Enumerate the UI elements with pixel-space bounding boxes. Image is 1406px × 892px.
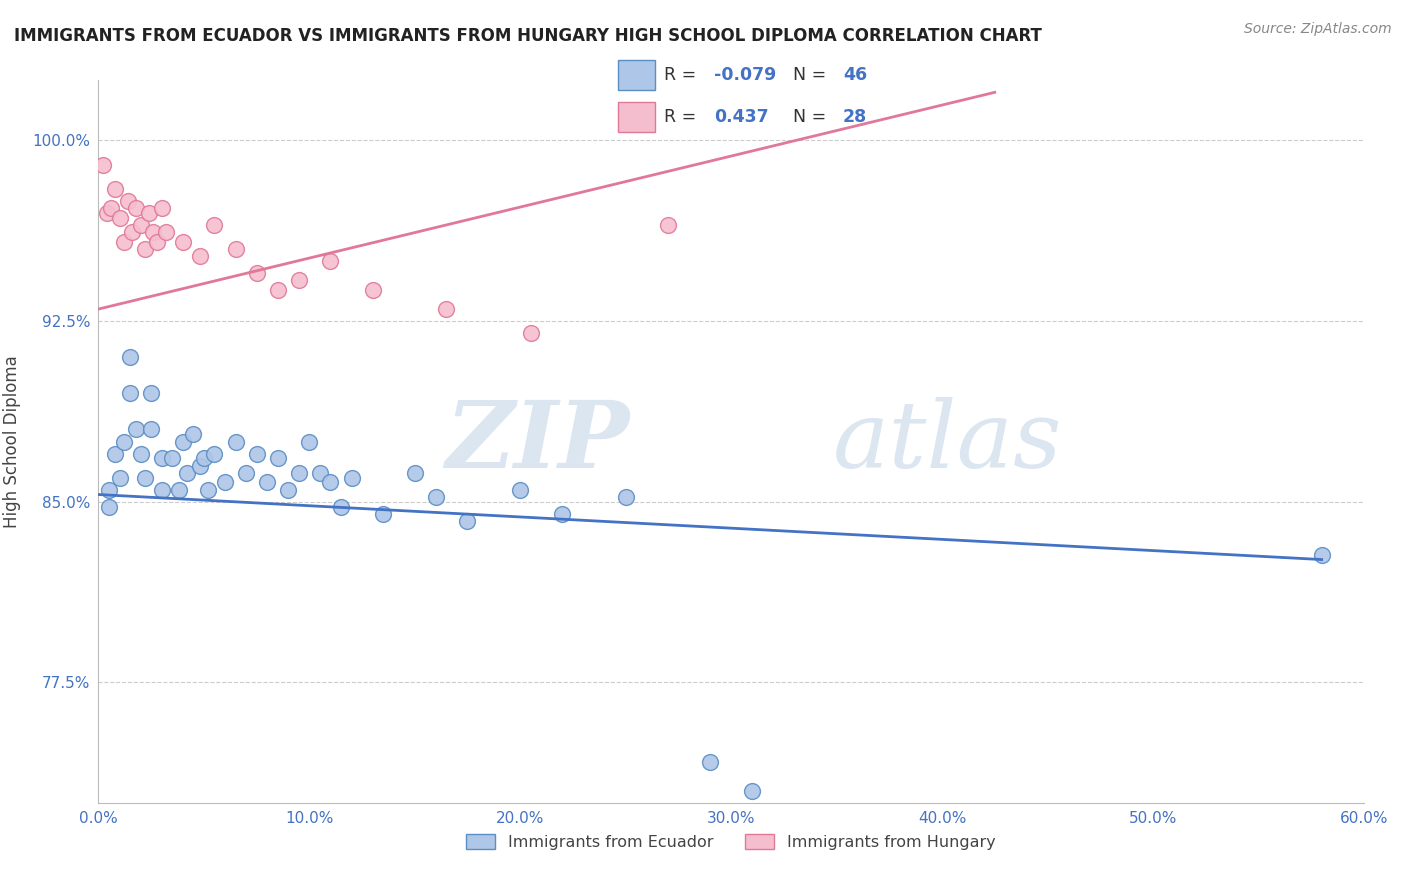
Point [104,181,127,195]
Point [319,475,342,490]
Point [120,386,141,401]
Point [125,201,148,215]
Point [298,434,321,449]
Text: N =: N = [793,108,832,126]
Point [108,211,131,225]
Y-axis label: High School Diploma: High School Diploma [3,355,21,528]
Point [225,242,247,256]
Text: Source: ZipAtlas.com: Source: ZipAtlas.com [1244,22,1392,37]
Point [287,466,309,480]
Point [112,434,135,449]
Point [657,218,679,232]
Point [120,350,141,364]
Legend: Immigrants from Ecuador, Immigrants from Hungary: Immigrants from Ecuador, Immigrants from… [460,828,1002,856]
Point [108,470,131,484]
Point [183,427,205,442]
Point [741,784,763,798]
Point [225,434,247,449]
Point [197,483,219,497]
Point [98,483,121,497]
Text: R =: R = [665,66,702,84]
Point [141,423,163,437]
Point [340,470,363,484]
Point [134,242,156,256]
Text: 0.437: 0.437 [714,108,769,126]
Point [520,326,543,340]
Point [1310,548,1333,562]
Point [193,451,215,466]
Point [117,194,139,208]
Point [436,301,458,316]
FancyBboxPatch shape [619,103,655,132]
Point [162,451,183,466]
Point [146,235,169,249]
Point [121,225,143,239]
Point [150,201,173,215]
Text: R =: R = [665,108,702,126]
Text: -0.079: -0.079 [714,66,776,84]
Point [100,201,122,215]
FancyBboxPatch shape [619,60,655,89]
Text: IMMIGRANTS FROM ECUADOR VS IMMIGRANTS FROM HUNGARY HIGH SCHOOL DIPLOMA CORRELATI: IMMIGRANTS FROM ECUADOR VS IMMIGRANTS FR… [14,27,1042,45]
Point [142,225,165,239]
Point [551,507,574,521]
Point [256,475,278,490]
Point [155,225,177,239]
Point [267,283,290,297]
Point [214,475,236,490]
Point [134,470,156,484]
Point [246,266,269,280]
Point [330,500,353,514]
Point [267,451,290,466]
Point [188,249,211,263]
Point [112,235,135,249]
Point [277,483,299,497]
Point [235,466,257,480]
Point [176,466,198,480]
Point [125,423,148,437]
Point [509,483,531,497]
Point [96,205,118,219]
Point [204,446,226,460]
Point [129,446,152,460]
Text: atlas: atlas [832,397,1062,486]
Point [167,483,190,497]
Text: ZIP: ZIP [446,397,630,486]
Point [371,507,394,521]
Point [172,235,194,249]
Point [150,483,173,497]
Point [287,273,309,287]
Point [361,283,384,297]
Point [699,755,721,769]
Point [98,500,121,514]
Point [104,446,127,460]
Point [614,490,637,504]
Point [309,466,332,480]
Text: 46: 46 [844,66,868,84]
Point [141,386,163,401]
Point [319,253,342,268]
Point [150,451,173,466]
Point [172,434,194,449]
Point [188,458,211,473]
Point [404,466,426,480]
Point [246,446,269,460]
Point [204,218,226,232]
Point [138,205,160,219]
Point [456,514,478,528]
Point [91,157,114,171]
Point [425,490,447,504]
Text: 28: 28 [844,108,868,126]
Point [129,218,152,232]
Text: N =: N = [793,66,832,84]
